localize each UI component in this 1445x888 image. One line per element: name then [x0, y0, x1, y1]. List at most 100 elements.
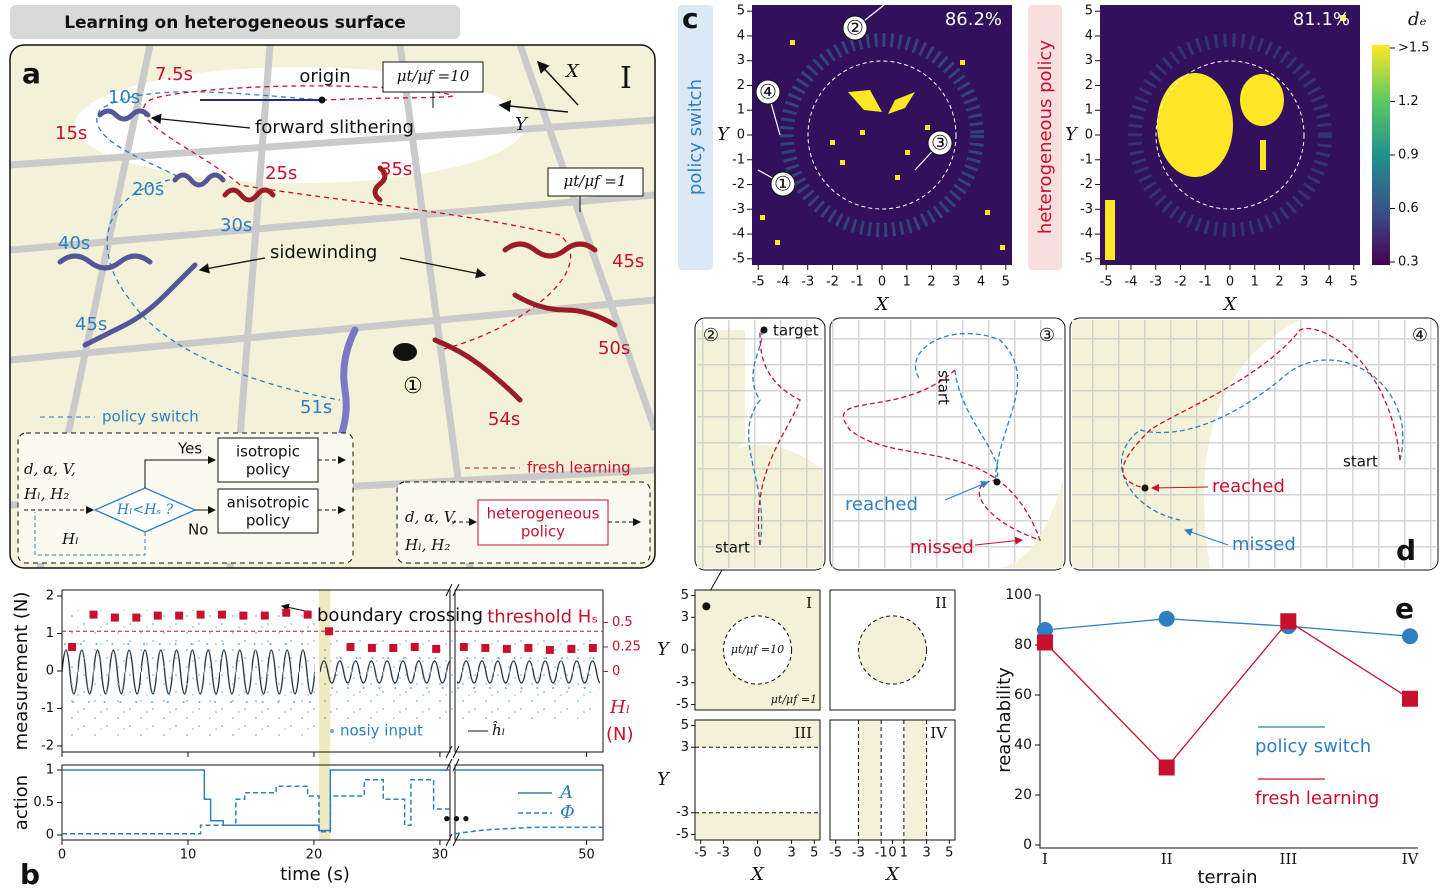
- x-tick-label: 50: [578, 848, 595, 863]
- y-tick-label: -3: [732, 202, 745, 217]
- x-tick-label: 5: [1002, 275, 1010, 290]
- panel-label: a: [22, 57, 41, 90]
- time-label: 40s: [58, 233, 90, 254]
- noisy-input: [62, 610, 315, 740]
- y-tick-label: -5: [676, 827, 689, 842]
- terrain-zone: [858, 616, 926, 684]
- noisy-label: nosiy input: [340, 722, 423, 740]
- x-tick-label: IV: [1402, 850, 1420, 868]
- plot-frame: [62, 765, 450, 840]
- x-tick-label: -5: [829, 846, 842, 861]
- legend-label: policy switch: [1255, 736, 1371, 757]
- policy-label: policy: [521, 523, 565, 541]
- hl-point: [567, 645, 575, 653]
- y-label: measurement (N): [11, 592, 32, 751]
- y-tick-label: 5: [1085, 4, 1093, 19]
- origin-label: origin: [299, 66, 350, 87]
- reached-label: reached: [845, 494, 918, 515]
- legend-label: fresh learning: [527, 459, 631, 477]
- y-tick-label: 3: [681, 740, 689, 755]
- start-label: start: [715, 539, 750, 557]
- x-tick-label: 5: [945, 846, 953, 861]
- colorbar: [1372, 45, 1390, 265]
- time-label: 35s: [380, 159, 412, 180]
- y-tick-label: -1: [41, 701, 54, 716]
- plot-frame: [455, 765, 603, 840]
- legend-label: A: [558, 782, 573, 803]
- colorbar-tick-label: 0.3: [1398, 255, 1419, 270]
- forward-label: forward slithering: [255, 117, 414, 138]
- y-tick-label: 1: [46, 626, 54, 641]
- x-label: time (s): [280, 864, 350, 885]
- legend-dot: [330, 729, 334, 733]
- x-tick-label: -1: [851, 275, 864, 290]
- hl-point: [589, 644, 597, 652]
- figure: Learning on heterogeneous surface a I or…: [0, 0, 1445, 888]
- y-label: Y: [1065, 124, 1079, 145]
- terrain-zone: [904, 720, 927, 840]
- no: No: [188, 521, 208, 539]
- hl-point: [154, 612, 162, 620]
- y-tick-label: -3: [1080, 202, 1093, 217]
- reached-label: reached: [1212, 476, 1285, 497]
- x-tick-label: 5: [1350, 275, 1358, 290]
- hl-point: [432, 645, 440, 653]
- hl-point: [68, 643, 76, 651]
- time-label: 54s: [488, 409, 520, 430]
- x-tick-label: -5: [694, 846, 707, 861]
- y-tick-label: -2: [732, 177, 745, 192]
- terrain-zone: [695, 813, 820, 840]
- x-label: X: [884, 864, 900, 885]
- hl-point: [111, 614, 119, 622]
- policy-label: policy: [246, 461, 290, 479]
- x-tick-label: 5: [810, 846, 818, 861]
- panel-label: c: [682, 2, 699, 35]
- start-label: start: [1343, 453, 1378, 471]
- flow-input: d, α, V,: [405, 508, 457, 526]
- start-label: start: [935, 370, 953, 405]
- axis-x: X: [564, 61, 580, 82]
- noisy-input: [320, 640, 600, 720]
- terrain-name: III: [794, 724, 812, 742]
- x-tick-label: 3: [922, 846, 930, 861]
- action-line: [62, 770, 603, 830]
- y-tick-label: -1: [1080, 152, 1093, 167]
- y-tick-label: 0: [681, 643, 689, 658]
- marker: ①: [403, 374, 423, 399]
- hl-point: [197, 611, 205, 619]
- hl-point: [481, 644, 489, 652]
- y-label: Y: [657, 639, 671, 660]
- x-tick-label: -4: [1124, 275, 1137, 290]
- y-tick-label: 0: [1023, 837, 1032, 853]
- time-label: 51s: [300, 397, 332, 418]
- colorbar-tick-label: 0.9: [1398, 148, 1419, 163]
- side-label: heterogeneous policy: [1035, 40, 1056, 234]
- x-tick-label: III: [1279, 850, 1297, 868]
- flow-input: Hₗ, H₂: [404, 536, 450, 554]
- terrain-name: I: [806, 594, 812, 612]
- marker: ③: [931, 131, 949, 155]
- side-label: policy switch: [685, 79, 706, 195]
- marker: ④: [1412, 325, 1428, 346]
- hl-point: [346, 643, 354, 651]
- x-tick-label: II: [1161, 850, 1173, 868]
- hl-point: [132, 614, 140, 622]
- target-dot: [702, 602, 710, 610]
- x-tick-label: -3: [852, 846, 865, 861]
- y-tick-label: 5: [681, 588, 689, 603]
- y-tick-label: 5: [737, 4, 745, 19]
- y-tick-label: 3: [1085, 53, 1093, 68]
- y-label: action: [11, 775, 32, 830]
- terrain-name: II: [935, 594, 947, 612]
- rate: 86.2%: [945, 9, 1002, 30]
- hl-point: [282, 609, 290, 617]
- terrain-label: I: [620, 61, 632, 96]
- legend-label: policy switch: [102, 408, 199, 426]
- panel-a: a I origin μt/μf =10 μt/μf =1 X Y forwar…: [10, 45, 655, 568]
- y-tick-label: 3: [681, 610, 689, 625]
- x-tick-label: 0: [753, 846, 761, 861]
- policy-label: heterogeneous: [487, 505, 600, 523]
- x-tick-label: -1: [1199, 275, 1212, 290]
- y-tick-label: -4: [1080, 227, 1093, 242]
